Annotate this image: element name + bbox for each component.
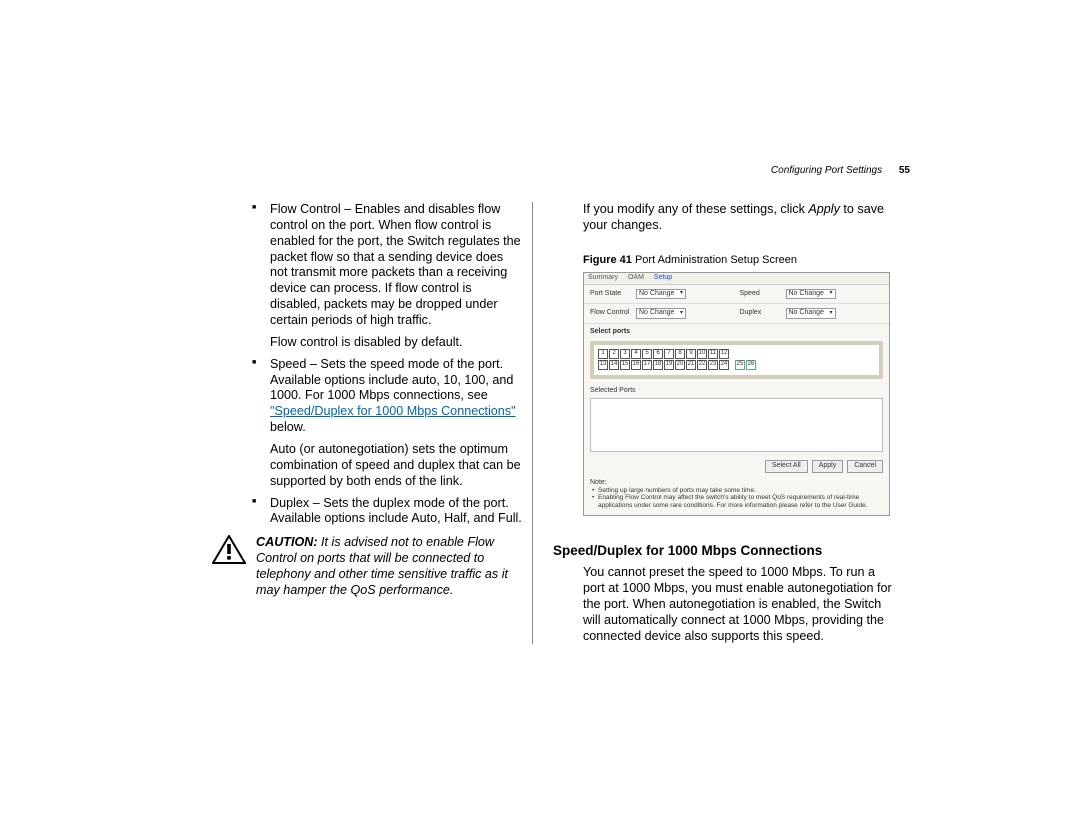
ports-row-2: 13 14 15 16 17 18 19 20 21 22 23 24 25	[598, 360, 875, 370]
speed-value: No Change	[789, 290, 824, 299]
port-23[interactable]: 23	[708, 360, 718, 370]
flow-field: Flow Control No Change	[590, 308, 734, 319]
figure-port-admin-setup: Summary OAM Setup Port State No Change S…	[583, 272, 890, 517]
port-7[interactable]: 7	[664, 349, 674, 359]
ports-row-1: 1 2 3 4 5 6 7 8 9 10 11 12	[598, 349, 875, 359]
tab-oam[interactable]: OAM	[628, 274, 644, 283]
left-column: Flow Control – Enables and disables flow…	[170, 202, 532, 644]
note-1: Setting up large numbers of ports may ta…	[590, 487, 883, 494]
port-3[interactable]: 3	[620, 349, 630, 359]
note-2: Enabling Flow Control may affect the swi…	[590, 494, 883, 509]
selected-ports-label: Selected Ports	[584, 385, 889, 398]
duplex-field: Duplex No Change	[740, 308, 884, 319]
flow-default-note: Flow control is disabled by default.	[270, 335, 522, 351]
button-row: Select All Apply Cancel	[584, 456, 889, 477]
duplex-value: No Change	[789, 309, 824, 318]
section-heading: Speed/Duplex for 1000 Mbps Connections	[553, 542, 894, 559]
figure-number: Figure 41	[583, 254, 632, 266]
port-2[interactable]: 2	[609, 349, 619, 359]
bullet-duplex-text: Duplex – Sets the duplex mode of the por…	[270, 496, 522, 526]
port-18[interactable]: 18	[653, 360, 663, 370]
page-content: Configuring Port Settings 55 Flow Contro…	[170, 165, 910, 765]
right-column: If you modify any of these settings, cli…	[532, 202, 894, 644]
cancel-button[interactable]: Cancel	[847, 460, 883, 473]
figure-title: Port Administration Setup Screen	[632, 254, 797, 266]
bullet-speed-text-a: Speed – Sets the speed mode of the port.…	[270, 357, 513, 403]
port-24[interactable]: 24	[719, 360, 729, 370]
bullet-flow-control-text: Flow Control – Enables and disables flow…	[270, 202, 521, 327]
apply-a: If you modify any of these settings, cli…	[583, 202, 808, 216]
port-8[interactable]: 8	[675, 349, 685, 359]
caution-block: CAUTION: It is advised not to enable Flo…	[212, 535, 522, 598]
page-header: Configuring Port Settings 55	[771, 165, 910, 176]
auto-note: Auto (or autonegotiation) sets the optim…	[270, 442, 522, 490]
port-16[interactable]: 16	[631, 360, 641, 370]
port-13[interactable]: 13	[598, 360, 608, 370]
ports-grid: 1 2 3 4 5 6 7 8 9 10 11 12 13	[590, 341, 883, 379]
portstate-value: No Change	[639, 290, 674, 299]
two-column-layout: Flow Control – Enables and disables flow…	[170, 202, 910, 644]
port-14[interactable]: 14	[609, 360, 619, 370]
note-box: Note: Setting up large numbers of ports …	[584, 477, 889, 515]
caution-label: CAUTION:	[256, 535, 318, 549]
bullet-speed: Speed – Sets the speed mode of the port.…	[250, 357, 522, 436]
port-5[interactable]: 5	[642, 349, 652, 359]
caution-icon	[212, 535, 246, 565]
apply-button[interactable]: Apply	[812, 460, 844, 473]
apply-instruction: If you modify any of these settings, cli…	[583, 202, 894, 234]
bullet-flow-control: Flow Control – Enables and disables flow…	[250, 202, 522, 329]
tab-bar: Summary OAM Setup	[584, 273, 889, 285]
portstate-field: Port State No Change	[590, 289, 734, 300]
tab-setup[interactable]: Setup	[654, 274, 672, 283]
select-all-button[interactable]: Select All	[765, 460, 808, 473]
port-17[interactable]: 17	[642, 360, 652, 370]
speed-label: Speed	[740, 290, 782, 299]
header-section: Configuring Port Settings	[771, 165, 882, 176]
settings-row-2: Flow Control No Change Duplex No Change	[584, 304, 889, 324]
port-19[interactable]: 19	[664, 360, 674, 370]
select-ports-label: Select ports	[584, 324, 889, 339]
port-26[interactable]: 26	[746, 360, 756, 370]
caution-text: CAUTION: It is advised not to enable Flo…	[256, 535, 522, 598]
flow-dropdown[interactable]: No Change	[636, 308, 686, 319]
figure-caption: Figure 41 Port Administration Setup Scre…	[583, 254, 894, 268]
duplex-dropdown[interactable]: No Change	[786, 308, 836, 319]
port-9[interactable]: 9	[686, 349, 696, 359]
bullet-speed-text-b: below.	[270, 420, 306, 434]
portstate-dropdown[interactable]: No Change	[636, 289, 686, 300]
speed-dropdown[interactable]: No Change	[786, 289, 836, 300]
speed-field: Speed No Change	[740, 289, 884, 300]
portstate-label: Port State	[590, 290, 632, 299]
port-25[interactable]: 25	[735, 360, 745, 370]
page-number: 55	[899, 165, 910, 176]
port-4[interactable]: 4	[631, 349, 641, 359]
speed-duplex-link[interactable]: "Speed/Duplex for 1000 Mbps Connections"	[270, 404, 516, 418]
duplex-label: Duplex	[740, 309, 782, 318]
settings-row-1: Port State No Change Speed No Change	[584, 285, 889, 305]
port-11[interactable]: 11	[708, 349, 718, 359]
tab-summary[interactable]: Summary	[588, 274, 618, 283]
note-label: Note:	[590, 479, 883, 487]
port-6[interactable]: 6	[653, 349, 663, 359]
section-body: You cannot preset the speed to 1000 Mbps…	[583, 565, 894, 644]
selected-ports-box	[590, 398, 883, 452]
port-15[interactable]: 15	[620, 360, 630, 370]
port-12[interactable]: 12	[719, 349, 729, 359]
port-10[interactable]: 10	[697, 349, 707, 359]
port-1[interactable]: 1	[598, 349, 608, 359]
port-20[interactable]: 20	[675, 360, 685, 370]
port-22[interactable]: 22	[697, 360, 707, 370]
flow-label: Flow Control	[590, 309, 632, 318]
bullet-duplex: Duplex – Sets the duplex mode of the por…	[250, 496, 522, 528]
apply-word: Apply	[808, 202, 840, 216]
port-21[interactable]: 21	[686, 360, 696, 370]
flow-value: No Change	[639, 309, 674, 318]
